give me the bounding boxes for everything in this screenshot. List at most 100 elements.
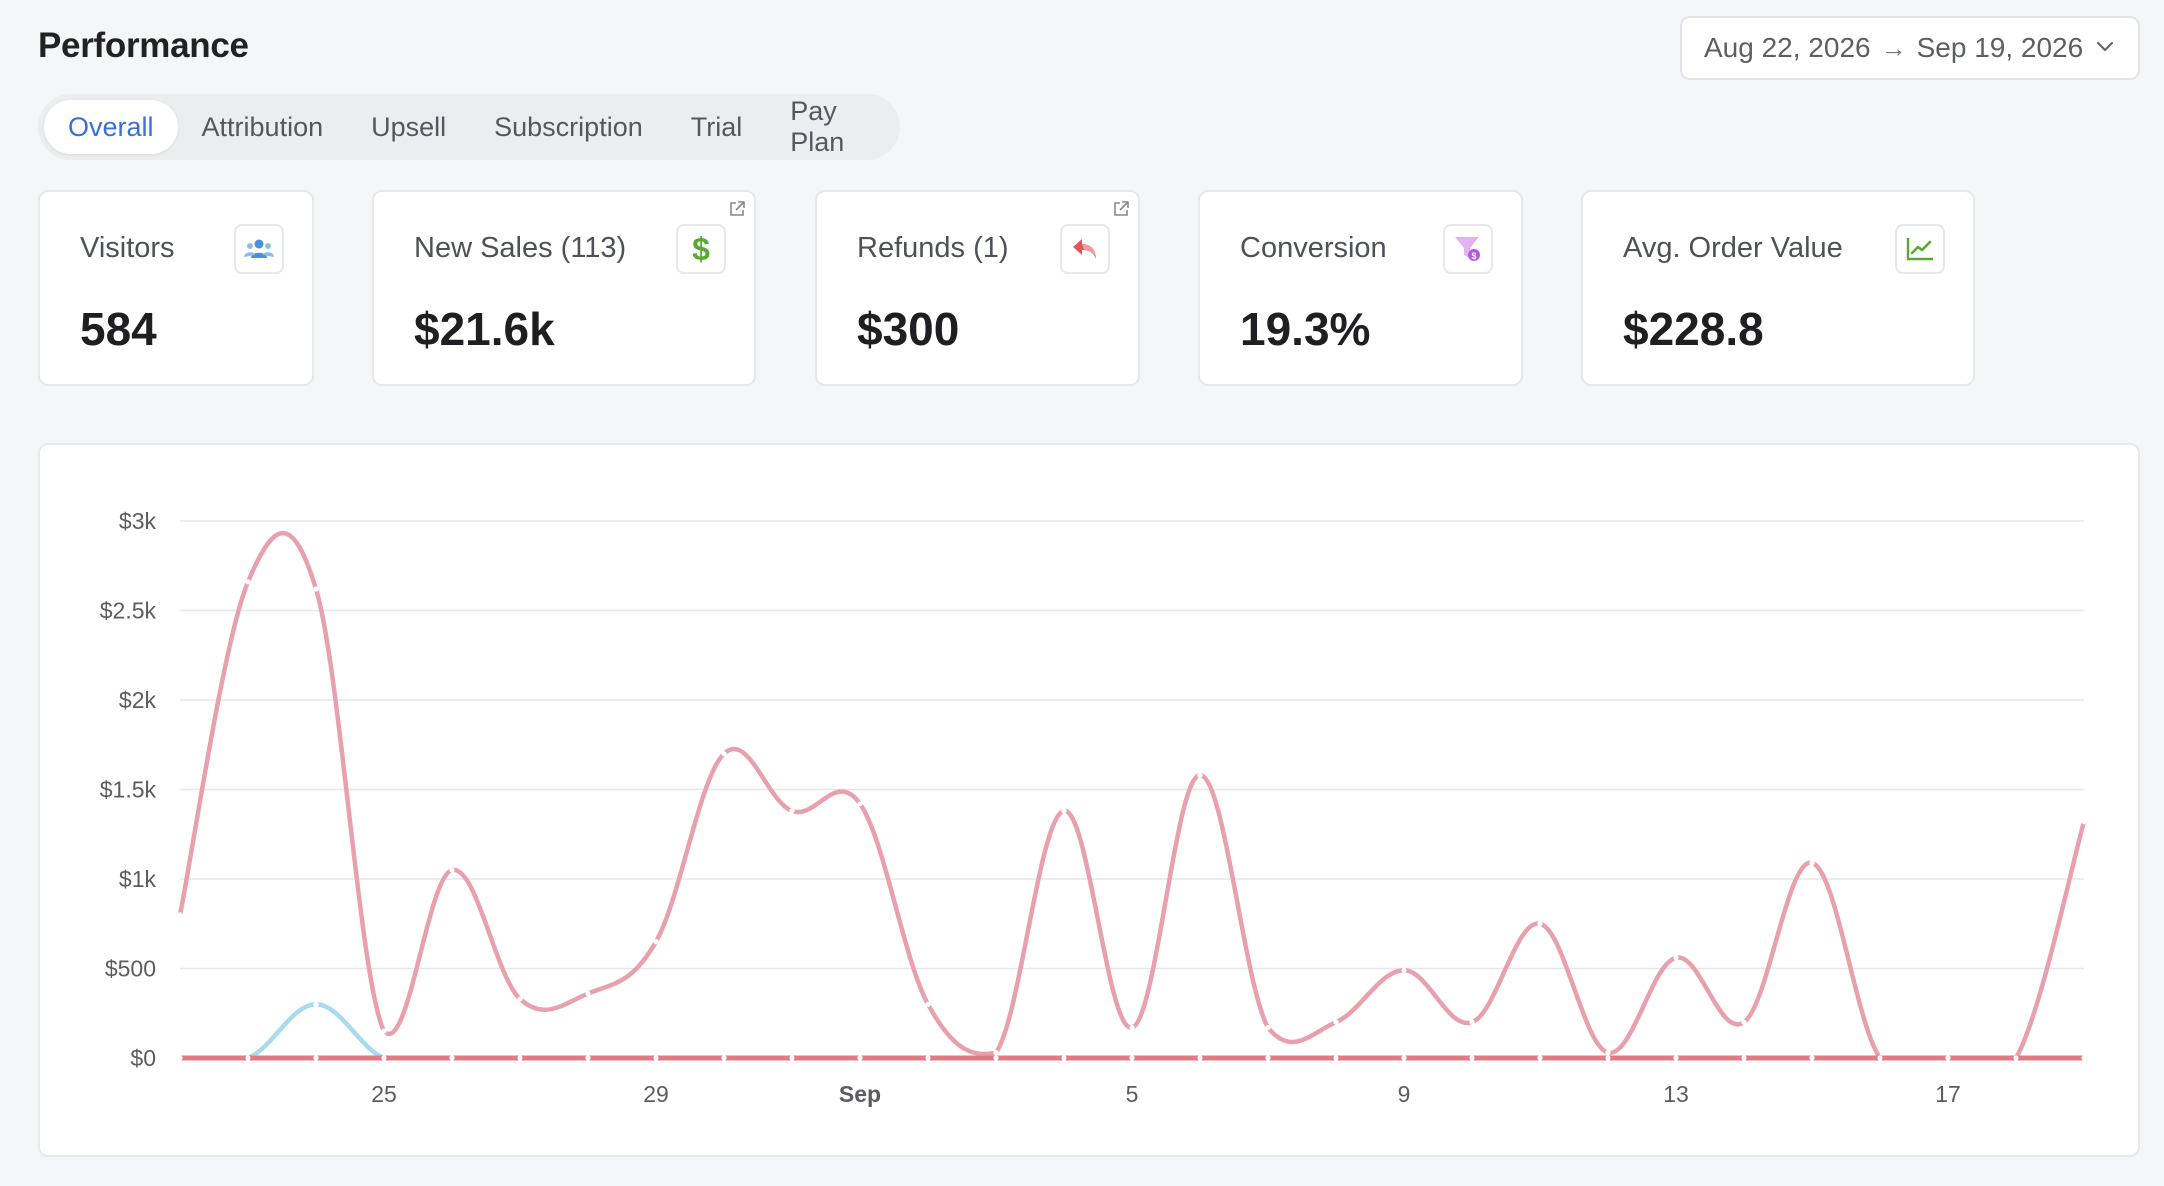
y-tick-label: $1.5k (100, 777, 157, 803)
data-point (449, 1055, 455, 1061)
x-tick-label: Sep (839, 1081, 881, 1107)
conversion-card: Conversion $ 19.3% (1198, 190, 1523, 386)
y-tick-label: $500 (105, 956, 156, 982)
data-point (1197, 772, 1203, 778)
data-point (517, 1055, 523, 1061)
y-tick-label: $2.5k (100, 598, 157, 624)
page-title: Performance (38, 26, 249, 65)
x-tick-label: 29 (643, 1081, 669, 1107)
data-point (585, 990, 591, 997)
data-point (993, 1055, 999, 1061)
data-point (1537, 1055, 1543, 1061)
dollar-icon: $ (676, 224, 726, 274)
card-label: Avg. Order Value (1623, 232, 1843, 264)
data-point (993, 1050, 999, 1056)
data-point (1401, 967, 1407, 973)
data-point (245, 579, 251, 585)
x-tick-label: 25 (371, 1081, 397, 1107)
tab-attribution[interactable]: Attribution (201, 111, 324, 142)
tab-pay-plan[interactable]: Pay Plan (790, 96, 845, 157)
data-point (653, 1055, 659, 1061)
data-point (721, 1055, 727, 1061)
arrow-right-icon: → (1880, 32, 1907, 63)
y-tick-label: $3k (119, 508, 157, 534)
tab-subscription[interactable]: Subscription (494, 111, 643, 142)
data-point (925, 1001, 931, 1007)
data-point (381, 1028, 387, 1034)
data-point (857, 1055, 863, 1061)
data-point (1401, 1055, 1407, 1061)
x-tick-label: 9 (1398, 1081, 1411, 1107)
data-point (313, 1055, 319, 1061)
external-link-icon[interactable] (728, 200, 746, 218)
data-point (1265, 1055, 1271, 1061)
data-point (925, 1055, 931, 1061)
avg-order-value-card: Avg. Order Value $228.8 (1581, 190, 1975, 386)
data-point (857, 801, 863, 807)
data-point (313, 586, 319, 592)
card-value: $21.6k (414, 303, 555, 355)
date-range-start: Aug 22, 2026 (1704, 32, 1871, 63)
funnel-icon: $ (1443, 224, 1493, 274)
card-value: $300 (857, 303, 960, 355)
data-point (177, 1055, 183, 1061)
sales-chart-card: $0 $500 $1k $1.5k $2k $2.5k $3k 25 29 Sep 5 9 13 17 (38, 443, 2140, 1157)
svg-text:$: $ (1471, 251, 1476, 261)
refund-icon (1060, 224, 1110, 274)
card-value: $228.8 (1623, 303, 1764, 355)
tab-upsell[interactable]: Upsell (371, 111, 447, 142)
date-range-picker[interactable]: Aug 22, 2026 → Sep 19, 2026 (1680, 16, 2140, 80)
new-sales-card[interactable]: New Sales (113) $ $21.6k (372, 190, 756, 386)
data-point (1061, 808, 1067, 814)
data-point (1469, 1055, 1475, 1061)
data-point (177, 912, 183, 918)
data-point (2081, 1055, 2087, 1061)
card-label: New Sales (113) (414, 232, 627, 264)
card-label: Visitors (80, 232, 175, 264)
data-point (1741, 1019, 1747, 1025)
data-point (449, 867, 455, 873)
y-tick-label: $0 (130, 1045, 156, 1071)
sales-line-chart: $0 $500 $1k $1.5k $2k $2.5k $3k 25 29 Sep 5 9 13 17 (100, 508, 2087, 1107)
data-point (1469, 1019, 1475, 1025)
data-point (1333, 1019, 1339, 1025)
data-point (1197, 1055, 1203, 1061)
data-point (1809, 860, 1815, 866)
tab-trial[interactable]: Trial (690, 111, 743, 142)
series-line (177, 530, 2087, 1061)
data-point (1061, 1055, 1067, 1061)
data-point (1605, 1050, 1611, 1056)
series-line (177, 1002, 2087, 1061)
data-point (1673, 1055, 1679, 1061)
users-icon (234, 224, 284, 274)
x-tick-label: 13 (1663, 1081, 1689, 1107)
data-point (381, 1055, 387, 1061)
external-link-icon[interactable] (1112, 200, 1130, 218)
svg-text:$: $ (692, 233, 710, 265)
data-point (1333, 1055, 1339, 1061)
data-point (1605, 1055, 1611, 1061)
data-point (1877, 1055, 1883, 1061)
data-point (585, 1055, 591, 1061)
data-point (245, 1055, 251, 1061)
data-point (1945, 1055, 1951, 1061)
card-value: 584 (80, 303, 157, 355)
card-label: Refunds (1) (857, 232, 1009, 264)
y-tick-label: $1k (119, 866, 157, 892)
data-point (789, 808, 795, 814)
data-point (313, 1001, 319, 1007)
data-point (1129, 1024, 1135, 1031)
data-point (2013, 1055, 2019, 1061)
data-point (1809, 1055, 1815, 1061)
chevron-down-icon (2094, 32, 2116, 64)
visitors-card: Visitors 584 (38, 190, 314, 386)
card-value: 19.3% (1240, 303, 1371, 355)
data-point (653, 939, 659, 945)
x-tick-label: 17 (1935, 1081, 1961, 1107)
data-point (1537, 921, 1543, 927)
tab-overall[interactable]: Overall (44, 100, 178, 154)
data-point (1265, 1024, 1271, 1031)
refunds-card[interactable]: Refunds (1) $300 (815, 190, 1140, 386)
data-point (1129, 1055, 1135, 1061)
data-point (721, 751, 727, 757)
